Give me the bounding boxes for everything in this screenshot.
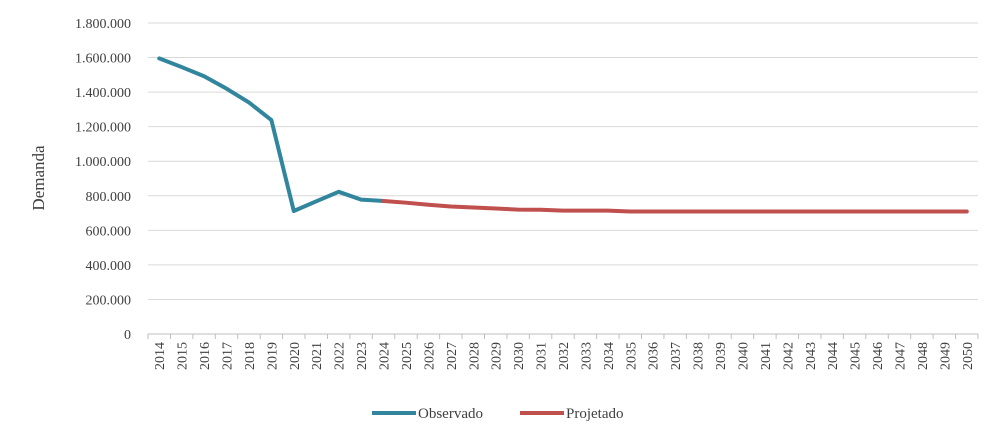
x-tick-label: 2046 <box>871 342 886 370</box>
x-tick-label: 2026 <box>422 342 437 370</box>
x-tick-label: 2022 <box>333 342 348 370</box>
y-axis-tick-labels: 0 200.000 400.000 600.000 800.000 1.000.000 1.… <box>75 17 131 343</box>
y-tick-label: 1.000.000 <box>75 155 131 170</box>
series-lines <box>157 56 969 214</box>
x-tick-label: 2042 <box>781 342 796 370</box>
x-tick-label: 2015 <box>176 342 191 370</box>
x-tick-label: 2019 <box>265 342 280 370</box>
x-tick-label: 2037 <box>669 342 684 370</box>
x-tick-label: 2047 <box>893 342 908 370</box>
y-tick-label: 600.000 <box>86 224 132 239</box>
x-tick-label: 2027 <box>445 342 460 370</box>
x-tick-label: 2030 <box>512 342 527 370</box>
x-tick-label: 2025 <box>400 342 415 370</box>
series-line-projetado <box>381 198 969 214</box>
y-tick-label: 1.600.000 <box>75 52 131 67</box>
x-tick-label: 2034 <box>602 342 617 370</box>
x-tick-label: 2020 <box>288 342 303 370</box>
x-tick-label: 2031 <box>535 342 550 370</box>
x-tick-label: 2017 <box>221 342 236 370</box>
y-tick-label: 200.000 <box>86 293 132 308</box>
x-tick-label: 2041 <box>759 342 774 370</box>
x-tick-label: 2016 <box>198 342 213 370</box>
x-tick-label: 2018 <box>243 342 258 370</box>
x-tick-label: 2043 <box>804 342 819 370</box>
x-tick-label: 2050 <box>961 342 976 370</box>
x-tick-label: 2039 <box>714 342 729 370</box>
y-axis-title: Demanda <box>29 145 48 211</box>
x-tick-label: 2021 <box>310 342 325 370</box>
x-tick-label: 2024 <box>378 342 393 370</box>
x-tick-label: 2038 <box>692 342 707 370</box>
x-tick-label: 2049 <box>938 342 953 370</box>
y-tick-label: 1.200.000 <box>75 121 131 136</box>
y-tick-label: 0 <box>124 328 131 343</box>
legend: Observado Projetado <box>372 406 624 422</box>
x-tick-label: 2023 <box>355 342 370 370</box>
x-tick-label: 2035 <box>624 342 639 370</box>
x-tick-label: 2036 <box>647 342 662 370</box>
x-tick-label: 2029 <box>490 342 505 370</box>
x-axis <box>147 333 979 339</box>
y-tick-label: 400.000 <box>86 259 132 274</box>
x-tick-label: 2033 <box>579 342 594 370</box>
y-tick-label: 800.000 <box>86 190 132 205</box>
series-line-observado <box>157 56 386 213</box>
x-tick-label: 2014 <box>153 342 168 370</box>
x-tick-label: 2028 <box>467 342 482 370</box>
x-tick-label: 2040 <box>736 342 751 370</box>
legend-label-observado: Observado <box>418 406 483 422</box>
x-tick-label: 2045 <box>849 342 864 370</box>
gridlines <box>148 22 978 300</box>
x-axis-tick-labels: 2014 2015 2016 2017 2018 2019 2020 2021 2022 2023… <box>153 342 976 370</box>
y-tick-label: 1.800.000 <box>75 17 131 32</box>
legend-label-projetado: Projetado <box>566 406 624 422</box>
x-tick-label: 2048 <box>916 342 931 370</box>
y-tick-label: 1.400.000 <box>75 86 131 101</box>
x-tick-label: 2032 <box>557 342 572 370</box>
x-tick-label: 2044 <box>826 342 841 370</box>
